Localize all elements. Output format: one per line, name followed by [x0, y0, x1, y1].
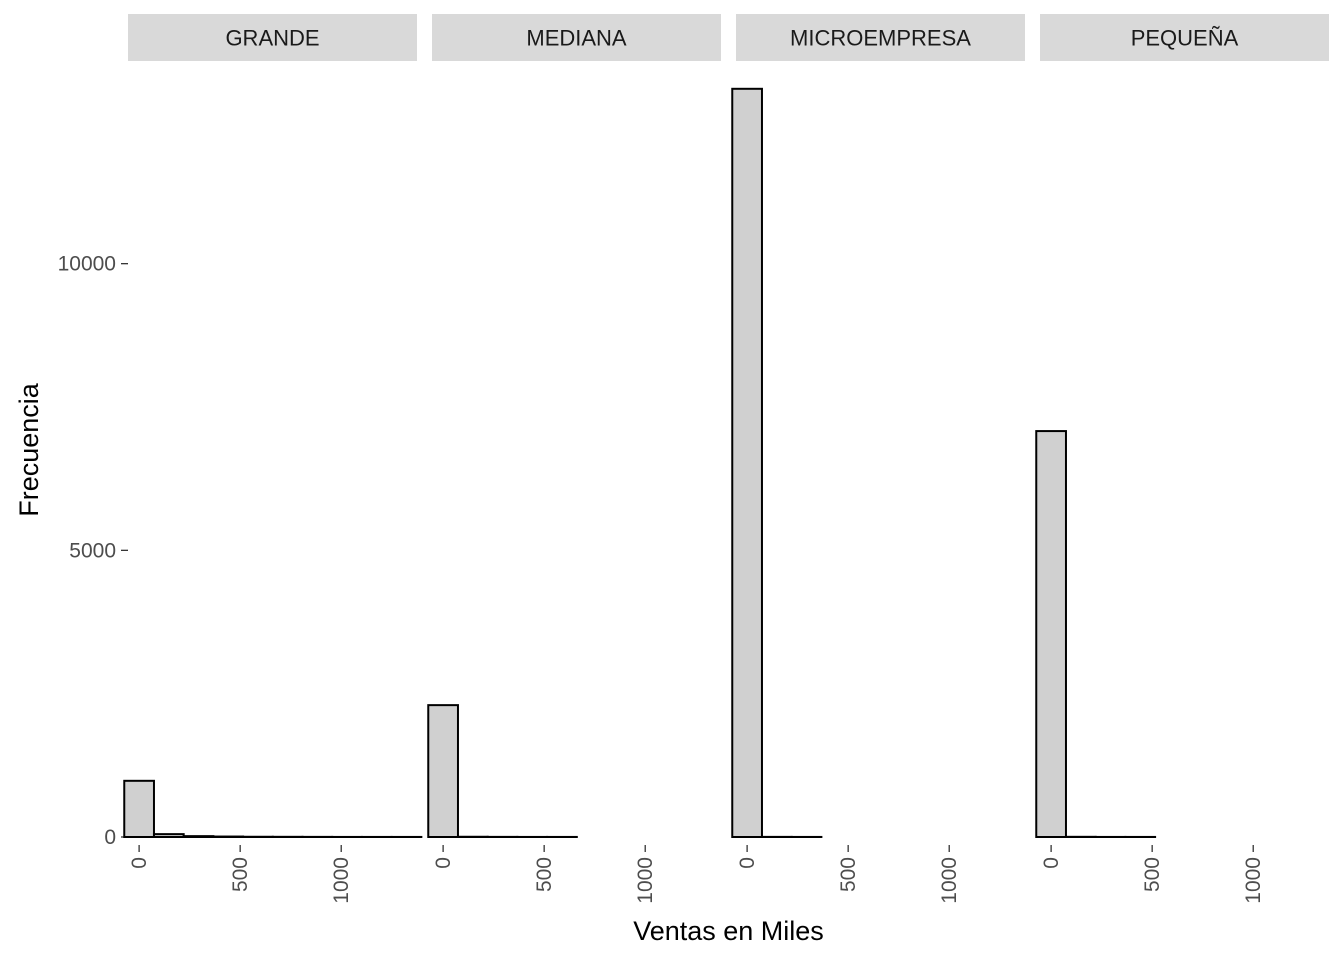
facet-strip-label: GRANDE — [225, 26, 319, 51]
facet-strip-label: MEDIANA — [526, 26, 627, 51]
y-tick-label: 10000 — [58, 253, 116, 276]
histogram-bar — [124, 781, 154, 837]
x-tick-label: 500 — [533, 857, 556, 892]
y-tick-label: 5000 — [69, 539, 116, 562]
x-tick-label: 500 — [1141, 857, 1164, 892]
histogram-bar — [184, 836, 214, 837]
facet-strip-label: PEQUEÑA — [1131, 26, 1239, 51]
histogram-bar — [154, 834, 184, 837]
x-tick-label: 1000 — [1242, 857, 1265, 904]
histogram-bar — [732, 89, 762, 837]
y-tick-label: 0 — [104, 826, 116, 849]
x-tick-label: 0 — [128, 857, 151, 869]
x-tick-label: 1000 — [330, 857, 353, 904]
x-tick-label: 500 — [229, 857, 252, 892]
facet-strip-label: MICROEMPRESA — [790, 26, 971, 51]
x-tick-label: 0 — [1040, 857, 1063, 869]
y-axis-title: Frecuencia — [14, 382, 44, 517]
x-tick-label: 1000 — [634, 857, 657, 904]
x-tick-label: 500 — [837, 857, 860, 892]
histogram-bar — [428, 705, 458, 837]
x-tick-label: 0 — [432, 857, 455, 869]
histogram-bar — [1036, 431, 1066, 837]
x-axis-title: Ventas en Miles — [633, 916, 824, 946]
x-tick-label: 1000 — [938, 857, 961, 904]
x-tick-label: 0 — [736, 857, 759, 869]
